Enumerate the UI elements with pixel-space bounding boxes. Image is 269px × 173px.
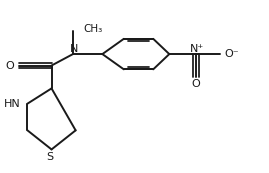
Text: N: N (70, 44, 79, 54)
Text: O: O (192, 79, 200, 89)
Text: CH₃: CH₃ (84, 24, 103, 34)
Text: N⁺: N⁺ (190, 44, 204, 54)
Text: O⁻: O⁻ (225, 49, 239, 59)
Text: HN: HN (4, 99, 21, 109)
Text: S: S (47, 152, 54, 162)
Text: O: O (5, 61, 14, 71)
